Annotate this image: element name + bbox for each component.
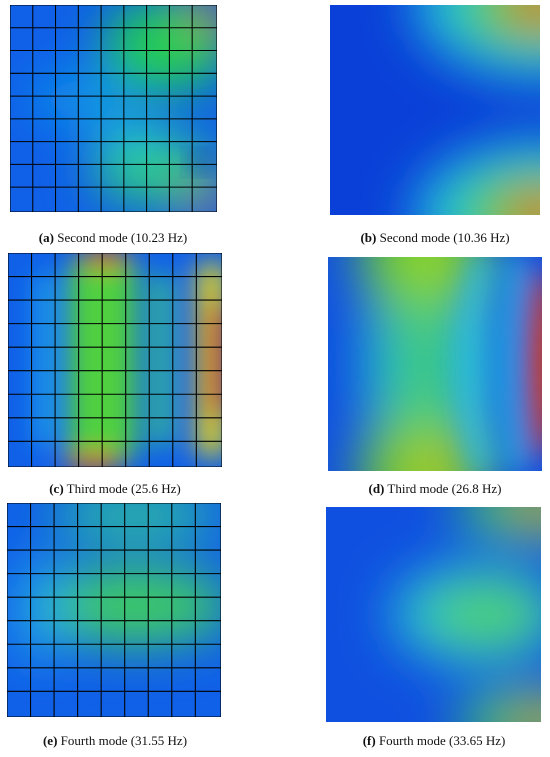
caption-text: Fourth mode (31.55 Hz) xyxy=(60,733,188,748)
caption: (b) Second mode (10.36 Hz) xyxy=(360,230,509,246)
heatmap xyxy=(328,257,542,471)
panel-label: (e) xyxy=(42,733,58,748)
heatmap xyxy=(330,5,540,215)
heatmap xyxy=(7,503,221,717)
heatmap xyxy=(326,507,541,722)
panel-label: (a) xyxy=(38,230,54,245)
heatmap xyxy=(8,253,222,467)
panel-label: (c) xyxy=(49,481,64,496)
caption: (a) Second mode (10.23 Hz) xyxy=(39,230,187,246)
caption: (c) Third mode (25.6 Hz) xyxy=(49,481,181,497)
panel-label: (d) xyxy=(368,481,385,496)
caption: (d) Third mode (26.8 Hz) xyxy=(369,481,502,497)
caption: (f) Fourth mode (33.65 Hz) xyxy=(363,733,506,749)
panel-label: (f) xyxy=(362,733,376,748)
caption: (e) Fourth mode (31.55 Hz) xyxy=(43,733,187,749)
caption-text: Third mode (26.8 Hz) xyxy=(387,481,502,496)
panel-label: (b) xyxy=(360,230,377,245)
caption-text: Second mode (10.23 Hz) xyxy=(57,230,188,245)
caption-text: Third mode (25.6 Hz) xyxy=(66,481,181,496)
caption-text: Fourth mode (33.65 Hz) xyxy=(378,733,506,748)
heatmap xyxy=(10,5,217,212)
caption-text: Second mode (10.36 Hz) xyxy=(379,230,510,245)
